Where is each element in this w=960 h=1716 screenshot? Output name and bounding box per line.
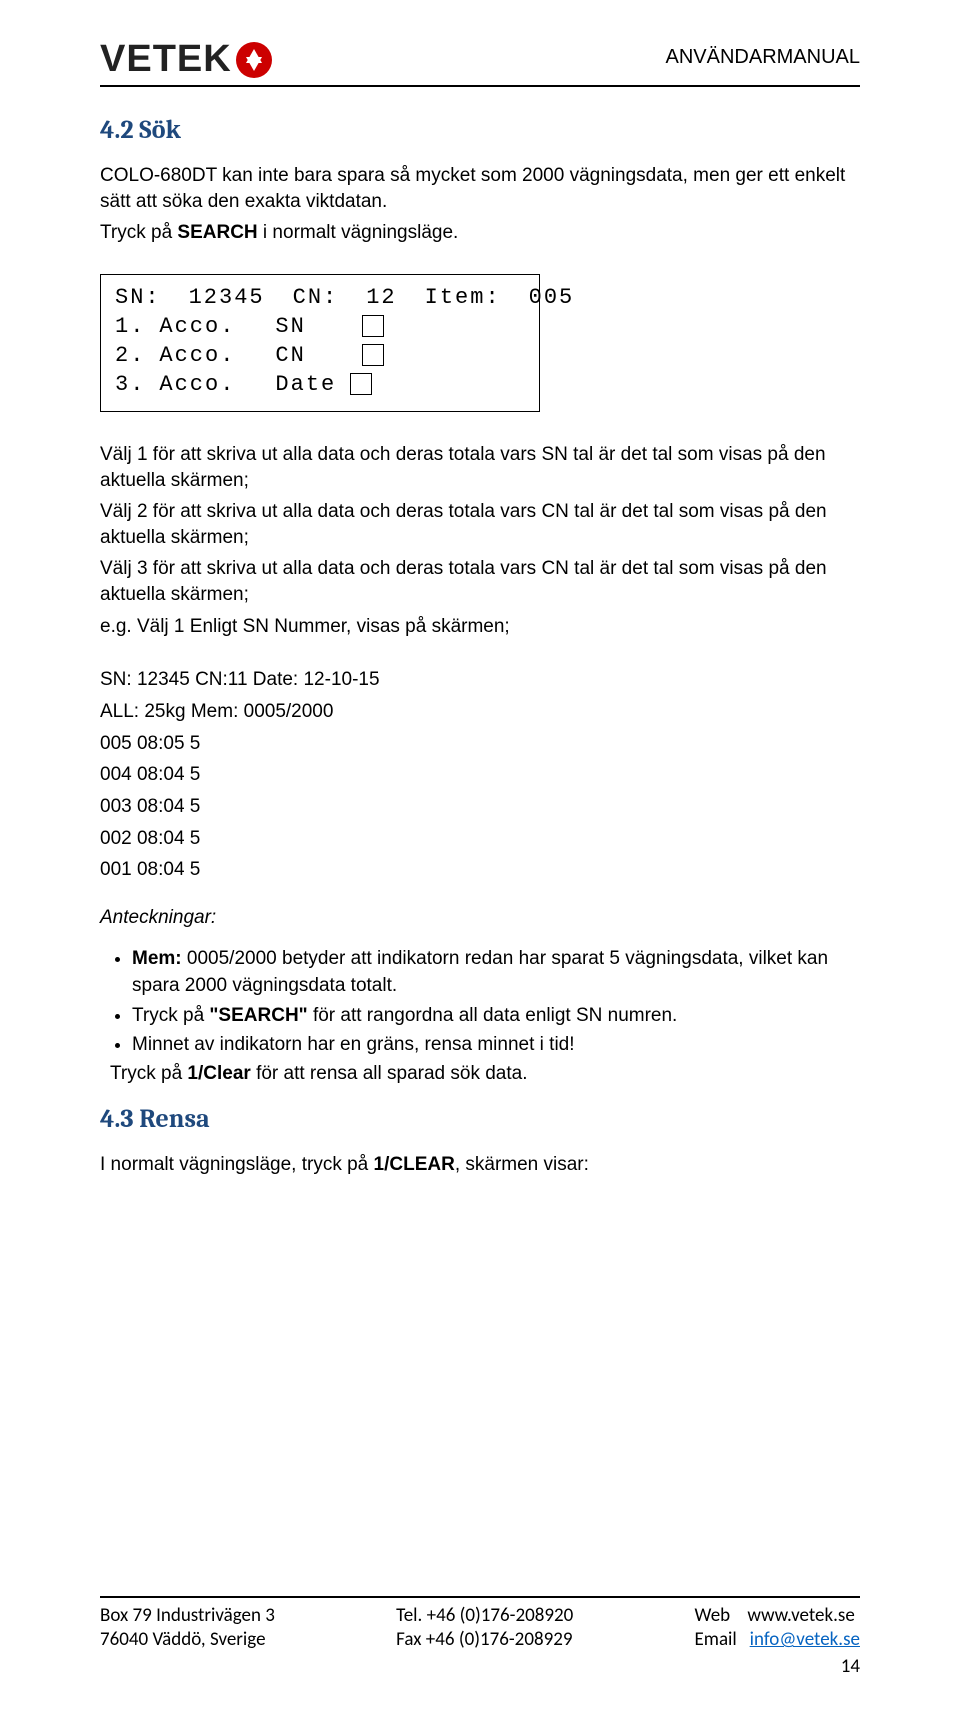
item-value: 005 xyxy=(529,285,575,310)
record-line2: ALL: 25kg Mem: 0005/2000 xyxy=(100,699,860,725)
row3-num: 3. xyxy=(115,372,145,397)
cn-value: 12 xyxy=(366,285,396,310)
option-eg: e.g. Välj 1 Enligt SN Nummer, visas på s… xyxy=(100,614,860,640)
manual-title: ANVÄNDARMANUAL xyxy=(666,38,860,69)
note-after-pre: Tryck på xyxy=(110,1063,187,1084)
record-row1: 004 08:04 5 xyxy=(100,762,860,788)
page-number: 14 xyxy=(100,1655,860,1678)
option-1: Välj 1 för att skriva ut alla data och d… xyxy=(100,442,860,493)
row2-b: CN xyxy=(275,343,305,368)
checkbox-icon xyxy=(362,344,384,366)
notes-list: Mem: 0005/2000 betyder att indikatorn re… xyxy=(100,945,860,1059)
s43-post: , skärmen visar: xyxy=(455,1154,589,1175)
record-row2: 003 08:04 5 xyxy=(100,794,860,820)
note-1-bold: Mem: xyxy=(132,948,182,969)
checkbox-icon xyxy=(362,315,384,337)
note-after-post: för att rensa all sparad sök data. xyxy=(251,1063,528,1084)
header-divider xyxy=(100,85,860,87)
record-line1: SN: 12345 CN:11 Date: 12-10-15 xyxy=(100,667,860,693)
section-4-2-para1: COLO-680DT kan inte bara spara så mycket… xyxy=(100,163,860,214)
footer-web: Web www.vetek.se Email info@vetek.se xyxy=(695,1604,861,1653)
addr2: 76040 Väddö, Sverige xyxy=(100,1628,275,1653)
fax: Fax +46 (0)176-208929 xyxy=(396,1628,573,1653)
item-label: Item: xyxy=(425,285,501,310)
row3-a: Acco. xyxy=(159,372,235,397)
record-row0: 005 08:05 5 xyxy=(100,731,860,757)
para2-prefix: Tryck på xyxy=(100,222,177,243)
para2-bold: SEARCH xyxy=(177,222,257,243)
note-after-bold: 1/Clear xyxy=(187,1063,250,1084)
row2-a: Acco. xyxy=(159,343,235,368)
logo: VETEK xyxy=(100,38,272,81)
note-after: Tryck på 1/Clear för att rensa all spara… xyxy=(100,1061,860,1087)
option-2: Välj 2 för att skriva ut alla data och d… xyxy=(100,499,860,550)
row2-num: 2. xyxy=(115,343,145,368)
note-1-rest: 0005/2000 betyder att indikatorn redan h… xyxy=(132,948,828,997)
section-4-2-para2: Tryck på SEARCH i normalt vägningsläge. xyxy=(100,220,860,246)
checkbox-icon xyxy=(350,373,372,395)
s43-pre: I normalt vägningsläge, tryck på xyxy=(100,1154,374,1175)
addr1: Box 79 Industrivägen 3 xyxy=(100,1604,275,1629)
note-2-bold: "SEARCH" xyxy=(209,1005,307,1026)
record-row3: 002 08:04 5 xyxy=(100,826,860,852)
option-3: Välj 3 för att skriva ut alla data och d… xyxy=(100,556,860,607)
record-block: SN: 12345 CN:11 Date: 12-10-15 ALL: 25kg… xyxy=(100,667,860,882)
note-2: Tryck på "SEARCH" för att rangordna all … xyxy=(132,1002,860,1030)
para2-suffix: i normalt vägningsläge. xyxy=(258,222,459,243)
section-4-3-para: I normalt vägningsläge, tryck på 1/CLEAR… xyxy=(100,1152,860,1178)
email-link[interactable]: info@vetek.se xyxy=(750,1628,860,1651)
note-2-post: för att rangordna all data enligt SN num… xyxy=(308,1005,678,1026)
row1-b: SN xyxy=(275,314,305,339)
section-4-3-heading: 4.3 Rensa xyxy=(100,1104,860,1134)
logo-text: VETEK xyxy=(100,38,232,81)
page-footer: Box 79 Industrivägen 3 76040 Väddö, Sver… xyxy=(100,1596,860,1678)
row1-a: Acco. xyxy=(159,314,235,339)
row3-b: Date xyxy=(275,372,336,397)
s43-bold: 1/CLEAR xyxy=(374,1154,455,1175)
note-2-pre: Tryck på xyxy=(132,1005,209,1026)
web-label: Web xyxy=(695,1604,731,1627)
lcd-screen-illustration: SN: 12345 CN: 12 Item: 005 1. Acco. SN 2… xyxy=(100,274,540,412)
footer-address: Box 79 Industrivägen 3 76040 Väddö, Sver… xyxy=(100,1604,275,1653)
logo-icon xyxy=(236,42,272,78)
tel: Tel. +46 (0)176-208920 xyxy=(396,1604,573,1629)
web-value: www.vetek.se xyxy=(747,1604,854,1627)
notes-title: Anteckningar: xyxy=(100,905,860,931)
note-1: Mem: 0005/2000 betyder att indikatorn re… xyxy=(132,945,860,1000)
email-label: Email xyxy=(695,1628,737,1651)
sn-value: 12345 xyxy=(189,285,265,310)
footer-phone: Tel. +46 (0)176-208920 Fax +46 (0)176-20… xyxy=(396,1604,573,1653)
section-4-2-heading: 4.2 Sök xyxy=(100,115,860,145)
cn-label: CN: xyxy=(293,285,339,310)
row1-num: 1. xyxy=(115,314,145,339)
record-row4: 001 08:04 5 xyxy=(100,857,860,883)
footer-divider xyxy=(100,1596,860,1598)
sn-label: SN: xyxy=(115,285,161,310)
note-3: Minnet av indikatorn har en gräns, rensa… xyxy=(132,1031,860,1059)
